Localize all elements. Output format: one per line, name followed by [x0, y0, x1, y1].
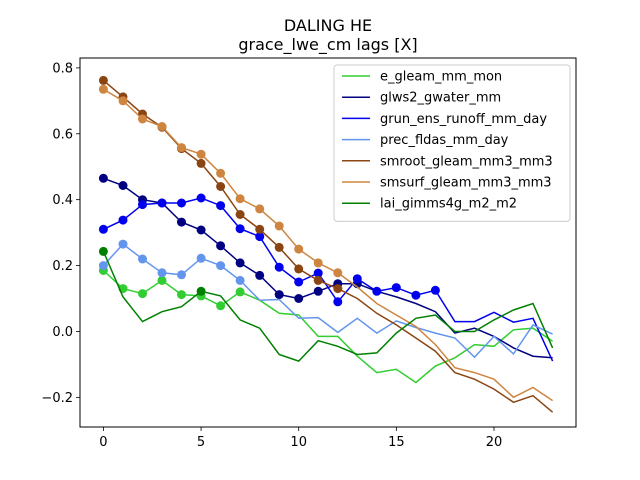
data-point: [196, 193, 206, 203]
data-point: [313, 268, 323, 278]
data-point: [352, 274, 362, 284]
data-point: [98, 246, 108, 256]
data-point: [216, 241, 226, 251]
data-point: [138, 200, 147, 210]
data-point: [138, 254, 147, 264]
data-point: [98, 173, 108, 183]
legend-label: glws2_gwater_mm: [380, 91, 501, 106]
y-tick-label: 0.2: [52, 259, 73, 274]
data-point: [138, 114, 147, 124]
chart-title: DALING HE: [284, 16, 372, 35]
data-point: [157, 198, 167, 208]
data-point: [255, 270, 265, 280]
x-tick-label: 5: [197, 435, 205, 450]
data-point: [196, 225, 206, 235]
data-point: [255, 204, 265, 214]
data-point: [274, 290, 284, 300]
data-point: [235, 258, 245, 268]
data-point: [196, 253, 206, 263]
y-axis: −0.2 0.0 0.2 0.4 0.6 0.8: [41, 61, 80, 406]
data-point: [118, 96, 128, 106]
data-point: [294, 244, 304, 254]
data-point: [274, 262, 284, 272]
data-point: [216, 261, 226, 271]
legend: e_gleam_mm_mon glws2_gwater_mm grun_ens_ru…: [333, 64, 571, 222]
series-line-lai_gimms4g_m2_m2: [102, 251, 554, 362]
data-point: [196, 286, 206, 296]
y-tick-label: −0.2: [41, 391, 73, 406]
data-point: [313, 286, 323, 296]
data-point: [255, 232, 265, 242]
data-point: [118, 181, 128, 190]
legend-label: smsurf_gleam_mm3_mm3: [380, 176, 552, 191]
legend-label: smroot_gleam_mm3_mm3: [380, 154, 553, 169]
data-point: [235, 224, 245, 234]
data-point: [313, 258, 323, 268]
plot-frame: [79, 57, 577, 428]
data-point: [333, 268, 343, 278]
y-tick-label: 0.8: [52, 61, 73, 76]
data-point: [118, 239, 128, 249]
series-grun_ens_runoff_mm_day: [98, 193, 554, 362]
x-axis: 0 5 10 15 20: [99, 427, 502, 450]
data-point: [177, 143, 186, 153]
chart-subtitle: grace_lwe_cm lags [X]: [238, 35, 417, 55]
series-line-smsurf_gleam_mm3_mm3: [103, 88, 554, 402]
x-tick-label: 0: [99, 435, 107, 450]
data-point: [235, 210, 245, 219]
series-smsurf_gleam_mm3_mm3: [98, 84, 554, 402]
data-point: [177, 290, 186, 300]
data-point: [98, 261, 108, 271]
legend-label: prec_fldas_mm_day: [380, 133, 509, 148]
data-point: [138, 289, 147, 299]
data-point: [177, 198, 186, 208]
data-point: [216, 168, 226, 178]
data-point: [333, 284, 343, 294]
data-point: [333, 297, 343, 307]
data-point: [274, 221, 284, 231]
data-point: [294, 264, 304, 274]
data-point: [274, 242, 284, 252]
data-point: [313, 275, 323, 285]
data-point: [216, 201, 226, 211]
data-point: [216, 182, 226, 191]
x-tick-label: 20: [486, 435, 503, 450]
data-point: [177, 217, 186, 227]
y-tick-label: 0.0: [52, 325, 73, 340]
data-point: [118, 215, 128, 225]
data-point: [294, 294, 304, 303]
y-tick-label: 0.6: [52, 127, 73, 142]
data-point: [235, 287, 245, 297]
data-point: [157, 275, 167, 285]
data-point: [235, 275, 245, 285]
data-point: [177, 270, 186, 280]
data-point: [98, 224, 108, 234]
x-tick-label: 10: [290, 435, 307, 450]
data-point: [98, 84, 108, 94]
series-prec_fldas_mm_day: [98, 239, 553, 359]
data-point: [157, 268, 167, 278]
series-lai_gimms4g_m2_m2: [98, 246, 554, 362]
data-point: [216, 301, 226, 311]
data-point: [157, 122, 167, 131]
data-point: [196, 158, 206, 168]
data-point: [255, 224, 265, 234]
data-point: [196, 149, 206, 159]
data-point: [372, 286, 382, 296]
data-point: [411, 290, 421, 300]
data-point: [235, 194, 245, 204]
data-point: [98, 75, 108, 85]
series-layer: [98, 75, 554, 413]
data-point: [391, 283, 401, 293]
series-line-prec_fldas_mm_day: [102, 243, 553, 359]
legend-label: lai_gimms4g_m2_m2: [380, 197, 517, 212]
x-tick-label: 15: [388, 435, 405, 450]
y-tick-label: 0.4: [52, 193, 73, 208]
legend-label: e_gleam_mm_mon: [380, 70, 502, 85]
legend-box: [333, 64, 571, 222]
data-point: [294, 277, 304, 287]
legend-label: grun_ens_runoff_mm_day: [380, 112, 547, 127]
data-point: [430, 285, 440, 295]
